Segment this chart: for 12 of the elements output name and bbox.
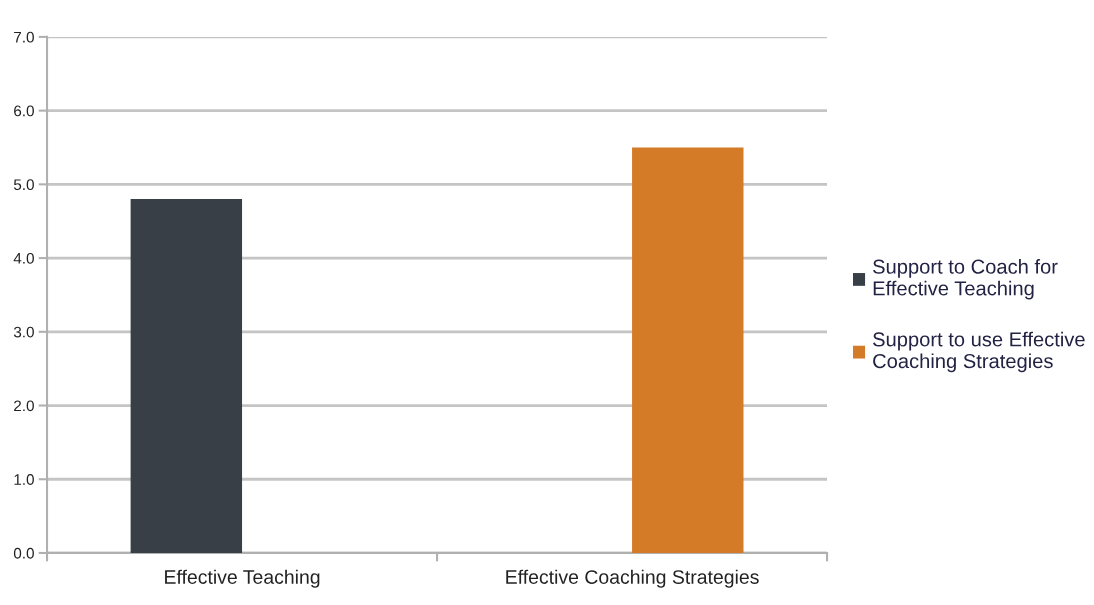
legend-label: Support to use Effective Coaching Strategies	[873, 331, 1085, 373]
x-tick-label: Effective Coaching Strategies	[506, 569, 759, 588]
y-tick-label: 4.0	[13, 252, 34, 264]
y-tick-label: 3.0	[13, 326, 34, 338]
x-tick-label: Effective Teaching	[165, 569, 320, 588]
y-tick-label: 6.0	[14, 105, 34, 117]
y-tick-label: 2.0	[14, 400, 34, 412]
y-tick-label: 0.0	[13, 547, 34, 559]
y-tick-label: 1.0	[14, 474, 34, 485]
legend-label: Support to Coach for Effective Teaching	[873, 259, 1058, 300]
y-tick-label: 5.0	[13, 179, 34, 191]
y-tick-label: 7.0	[14, 31, 34, 43]
